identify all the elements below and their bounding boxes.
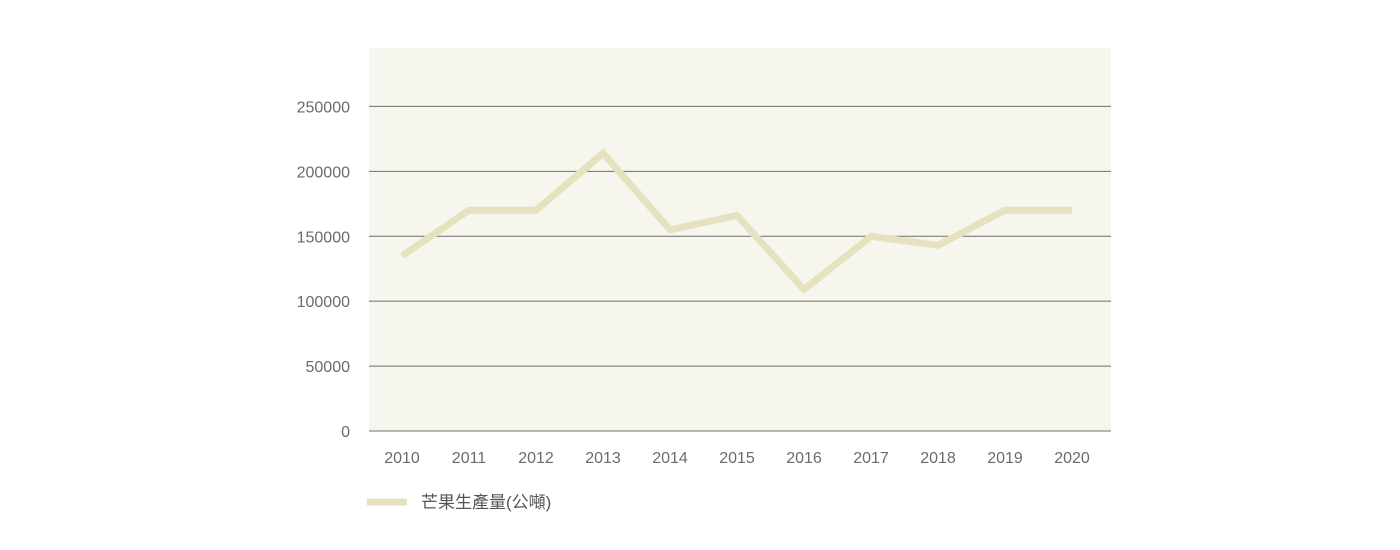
x-tick-label: 2014 xyxy=(652,450,688,467)
x-tick-label: 2010 xyxy=(384,450,420,467)
x-tick-label: 2013 xyxy=(585,450,621,467)
x-axis-ticks: 2010 2011 2012 2013 2014 2015 2016 2017 2018 2019… xyxy=(384,450,1090,467)
x-tick-label: 2018 xyxy=(920,450,956,467)
x-tick-label: 2017 xyxy=(853,450,889,467)
x-tick-label: 2012 xyxy=(518,450,554,467)
y-tick-label: 50000 xyxy=(306,359,351,376)
y-axis-ticks: 0 50000 100000 150000 200000 250000 xyxy=(297,99,350,441)
gridlines xyxy=(369,105,1111,432)
y-tick-label: 150000 xyxy=(297,229,350,246)
y-tick-label: 100000 xyxy=(297,294,350,311)
legend-label: 芒果生產量(公噸) xyxy=(421,493,551,512)
x-tick-label: 2015 xyxy=(719,450,755,467)
plot-background xyxy=(369,48,1111,431)
x-tick-label: 2011 xyxy=(452,450,487,467)
series-line xyxy=(400,148,1072,295)
x-tick-label: 2016 xyxy=(786,450,822,467)
series-layer xyxy=(400,148,1072,295)
x-tick-label: 2020 xyxy=(1054,450,1090,467)
y-tick-label: 250000 xyxy=(297,99,350,116)
x-tick-label: 2019 xyxy=(987,450,1023,467)
y-tick-label: 0 xyxy=(341,424,350,441)
legend[interactable]: 芒果生產量(公噸) xyxy=(367,493,551,512)
y-tick-label: 200000 xyxy=(297,164,350,181)
